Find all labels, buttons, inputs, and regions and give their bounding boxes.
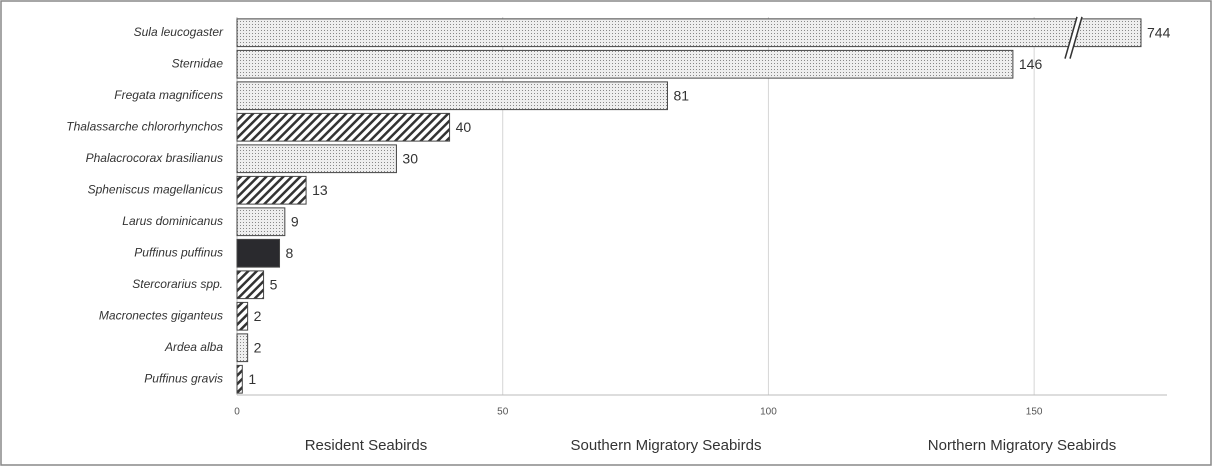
category-label: Fregata magnificens	[114, 88, 223, 102]
legend-label: Southern Migratory Seabirds	[571, 437, 762, 454]
axis-break	[1065, 16, 1082, 59]
bar	[236, 49, 1014, 79]
legend-label: Resident Seabirds	[305, 437, 428, 454]
value-label: 8	[286, 245, 294, 261]
x-tick-label: 0	[234, 407, 240, 418]
category-label: Puffinus puffinus	[134, 245, 223, 259]
category-label: Spheniscus magellanicus	[88, 182, 223, 196]
value-label: 13	[312, 182, 328, 198]
category-label: Macronectes giganteus	[99, 308, 223, 322]
bar	[236, 144, 397, 174]
category-label: Sula leucogaster	[134, 25, 224, 39]
x-tick-label: 50	[497, 407, 509, 418]
category-label: Thalassarche chlororhynchos	[66, 119, 223, 133]
value-label: 5	[270, 276, 278, 292]
bar	[236, 364, 243, 394]
category-label: Larus dominicanus	[122, 214, 223, 228]
value-label: 30	[402, 150, 418, 166]
bar	[236, 18, 1142, 48]
bar	[236, 301, 249, 331]
value-label: 2	[254, 308, 262, 324]
bar	[236, 238, 281, 268]
category-label: Ardea alba	[164, 340, 223, 354]
axis-break	[1064, 16, 1078, 59]
x-tick-label: 150	[1026, 407, 1043, 418]
axis-break	[1069, 16, 1083, 59]
bar	[236, 112, 451, 142]
category-label: Puffinus gravis	[144, 371, 223, 385]
bar	[236, 175, 307, 205]
bar	[236, 270, 265, 300]
value-label: 40	[456, 119, 472, 135]
value-label: 9	[291, 213, 299, 229]
legend-label: Northern Migratory Seabirds	[928, 437, 1116, 454]
category-label: Phalacrocorax brasilianus	[86, 151, 223, 165]
bar	[236, 333, 249, 363]
bar	[236, 207, 286, 237]
value-label: 2	[254, 339, 262, 355]
x-tick-label: 100	[760, 407, 777, 418]
value-label: 146	[1019, 56, 1043, 72]
value-label: 1	[248, 371, 256, 387]
value-label: 744	[1147, 24, 1171, 40]
category-label: Stercorarius spp.	[132, 277, 223, 291]
category-label: Sternidae	[172, 56, 224, 70]
bar	[236, 81, 668, 111]
value-label: 81	[673, 87, 689, 103]
